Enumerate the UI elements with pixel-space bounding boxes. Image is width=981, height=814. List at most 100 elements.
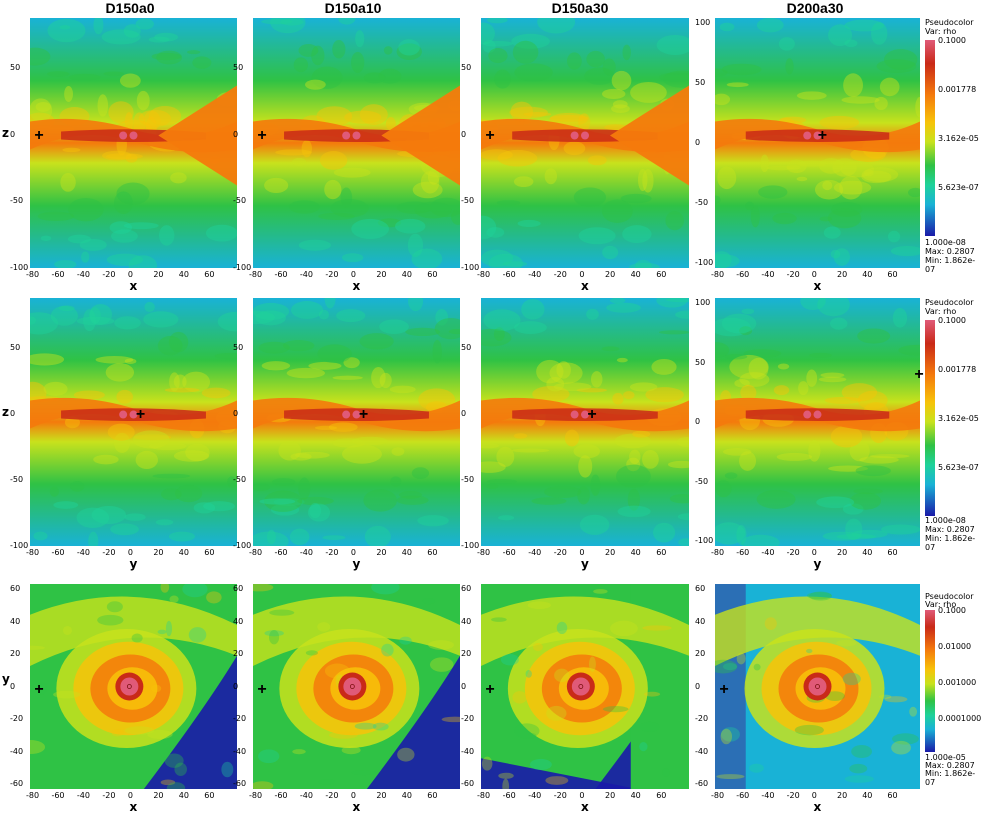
x-tick-label: -20 (102, 548, 116, 557)
x-tick-label: -40 (299, 791, 313, 800)
colorbar-tick: 3.162e-05 (938, 134, 979, 143)
y-tick-label: -20 (695, 714, 709, 723)
x-tick-label: -60 (502, 270, 516, 279)
legend-min: Min: 1.862e-07 (925, 534, 976, 552)
panel-row2-d150a30 (481, 298, 689, 546)
x-axis-label: y (129, 557, 138, 571)
x-tick-label: 0 (579, 791, 585, 800)
y-tick-label: -20 (461, 714, 475, 723)
panel-row2-d150a10 (253, 298, 460, 546)
density-map (253, 298, 460, 546)
y-tick-label: 0 (461, 129, 467, 139)
legend-max: Max: 0.2807 (925, 761, 975, 770)
x-tick-label: 0 (127, 270, 133, 279)
legend-title: Pseudocolor (925, 592, 974, 601)
x-tick-label: 60 (427, 270, 438, 279)
density-map (715, 298, 920, 546)
x-axis-label: x (129, 800, 138, 814)
y-tick-label: -40 (233, 746, 247, 756)
y-tick-label: -100 (695, 536, 714, 545)
y-axis-label: y (2, 672, 10, 687)
position-marker: + (257, 126, 267, 144)
y-tick-label: 50 (233, 342, 244, 352)
x-tick-label: -80 (477, 548, 491, 557)
y-tick-label: 40 (233, 616, 244, 626)
y-tick-label: 0 (233, 408, 239, 418)
x-tick-label: -60 (274, 791, 288, 800)
x-tick-label: -40 (76, 548, 90, 557)
y-tick-label: 40 (695, 616, 706, 626)
x-tick-label: 40 (178, 548, 189, 557)
x-tick-label: -20 (786, 270, 800, 279)
x-tick-label: -40 (761, 791, 775, 800)
y-tick-label: 60 (461, 584, 472, 593)
x-tick-label: -60 (51, 270, 65, 279)
y-tick-label: 50 (461, 342, 472, 352)
position-marker: + (817, 126, 828, 144)
x-tick-label: 0 (127, 791, 133, 800)
colorbar-tick: 0.01000 (938, 642, 972, 651)
x-tick-label: 40 (630, 270, 641, 279)
y-tick-label: 50 (10, 63, 21, 72)
x-tick-label: 40 (862, 270, 873, 279)
y-tick-label: 40 (461, 616, 472, 626)
panel-row2-d200a30 (715, 298, 920, 546)
y-tick-label: 50 (695, 78, 706, 87)
x-tick-label: -60 (502, 548, 516, 557)
panel-row1-d150a10 (253, 18, 460, 268)
x-axis-label: y (581, 557, 589, 571)
panel-row1-d200a30 (715, 18, 920, 268)
colorbar-tick: 5.623e-07 (938, 463, 979, 472)
panel-row3-d150a0 (30, 584, 237, 789)
position-marker: + (34, 126, 44, 144)
y-tick-label: -50 (10, 474, 24, 484)
colorbar (925, 610, 935, 752)
y-tick-label: 20 (461, 649, 472, 658)
y-tick-label: 0 (10, 681, 16, 691)
x-tick-label: 0 (579, 548, 585, 557)
y-tick-label: -60 (233, 779, 247, 788)
x-tick-label: -20 (325, 548, 339, 557)
x-tick-label: -40 (528, 791, 542, 800)
x-tick-label: -80 (477, 791, 491, 800)
x-tick-label: -80 (26, 270, 40, 279)
x-tick-label: 40 (178, 791, 189, 800)
x-tick-label: -40 (761, 270, 775, 279)
x-tick-label: -40 (76, 791, 90, 800)
density-map (715, 18, 920, 268)
x-tick-label: 60 (427, 791, 438, 800)
x-tick-label: 60 (204, 791, 215, 800)
y-tick-label: 100 (695, 298, 711, 307)
position-marker: + (135, 405, 146, 423)
colorbar-tick: 0.001778 (938, 85, 977, 94)
x-axis-label: x (352, 279, 361, 293)
x-tick-label: -20 (553, 791, 567, 800)
density-map (30, 298, 237, 546)
x-tick-label: 20 (605, 548, 616, 557)
y-tick-label: -40 (10, 746, 24, 756)
x-tick-label: 20 (837, 548, 848, 557)
colorbar-tick: 1.000e-05 (925, 753, 966, 762)
x-tick-label: 0 (579, 270, 585, 279)
x-tick-label: -80 (26, 791, 40, 800)
x-tick-label: -40 (76, 270, 90, 279)
x-tick-label: -20 (553, 270, 567, 279)
colorbar-tick: 3.162e-05 (938, 414, 979, 423)
x-tick-label: -80 (249, 270, 263, 279)
x-tick-label: 20 (376, 548, 387, 557)
x-tick-label: -20 (786, 791, 800, 800)
y-tick-label: 50 (10, 342, 21, 352)
x-tick-label: 0 (811, 548, 817, 557)
x-tick-label: -80 (477, 270, 491, 279)
y-tick-label: 20 (10, 649, 21, 658)
y-tick-label: 60 (233, 584, 244, 593)
x-tick-label: 60 (204, 270, 215, 279)
y-tick-label: -100 (695, 258, 714, 267)
x-tick-label: 40 (630, 791, 641, 800)
x-tick-label: 20 (605, 270, 616, 279)
y-tick-label: 0 (233, 129, 239, 139)
colorbar-tick: 0.1000 (938, 606, 966, 615)
x-tick-label: -80 (711, 270, 725, 279)
column-title-d150a30: D150a30 (551, 0, 609, 16)
x-tick-label: 20 (837, 270, 848, 279)
